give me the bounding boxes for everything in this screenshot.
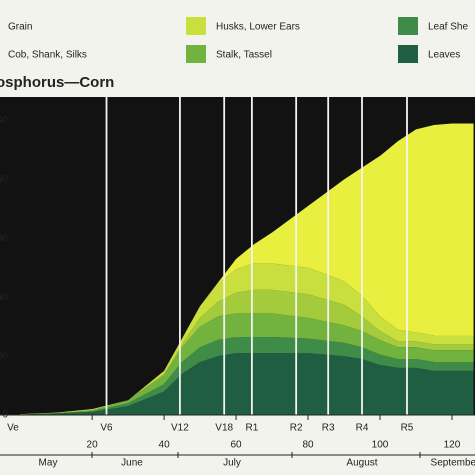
stage-label: Ve <box>7 423 19 434</box>
x-tick-label: 120 <box>444 440 461 451</box>
area <box>20 313 474 415</box>
legend-swatch <box>398 45 418 63</box>
legend-swatch <box>398 17 418 35</box>
chart-title: osphorus—Corn <box>0 74 114 91</box>
y-tick-label: 40 <box>0 292 8 303</box>
legend-label: Grain <box>8 22 32 33</box>
stage-label: R3 <box>322 423 335 434</box>
area <box>20 353 474 415</box>
x-tick-label: 40 <box>159 440 171 451</box>
legend-label: Stalk, Tassel <box>216 50 272 61</box>
stage-label: R5 <box>401 423 414 434</box>
legend-swatch <box>186 17 206 35</box>
stage-label: R1 <box>245 423 258 434</box>
month-label: July <box>223 458 241 469</box>
area <box>20 123 474 415</box>
stage-label: R2 <box>290 423 303 434</box>
area <box>20 263 474 415</box>
month-label: August <box>346 458 377 469</box>
y-tick-label: 100 <box>0 115 8 126</box>
month-label: September <box>431 458 475 469</box>
y-tick-label: 0 <box>2 410 8 421</box>
legend-swatch <box>186 45 206 63</box>
y-tick-label: 60 <box>0 233 8 244</box>
y-tick-label: 80 <box>0 174 8 185</box>
stage-label: R4 <box>356 423 369 434</box>
legend-label: Cob, Shank, Silks <box>8 50 87 61</box>
x-tick-label: 60 <box>230 440 242 451</box>
stage-label: V18 <box>215 423 233 434</box>
month-label: May <box>39 458 58 469</box>
stage-label: V12 <box>171 423 189 434</box>
x-tick-label: 20 <box>87 440 99 451</box>
legend-label: Leaf She <box>428 22 468 33</box>
legend-label: Leaves <box>428 50 460 61</box>
y-tick-label: 20 <box>0 351 8 362</box>
x-tick-label: 80 <box>302 440 314 451</box>
x-tick-label: 100 <box>372 440 389 451</box>
area <box>20 336 474 415</box>
legend-label: Husks, Lower Ears <box>216 22 300 33</box>
area <box>20 289 474 415</box>
month-label: June <box>121 458 143 469</box>
stage-label: V6 <box>100 423 113 434</box>
